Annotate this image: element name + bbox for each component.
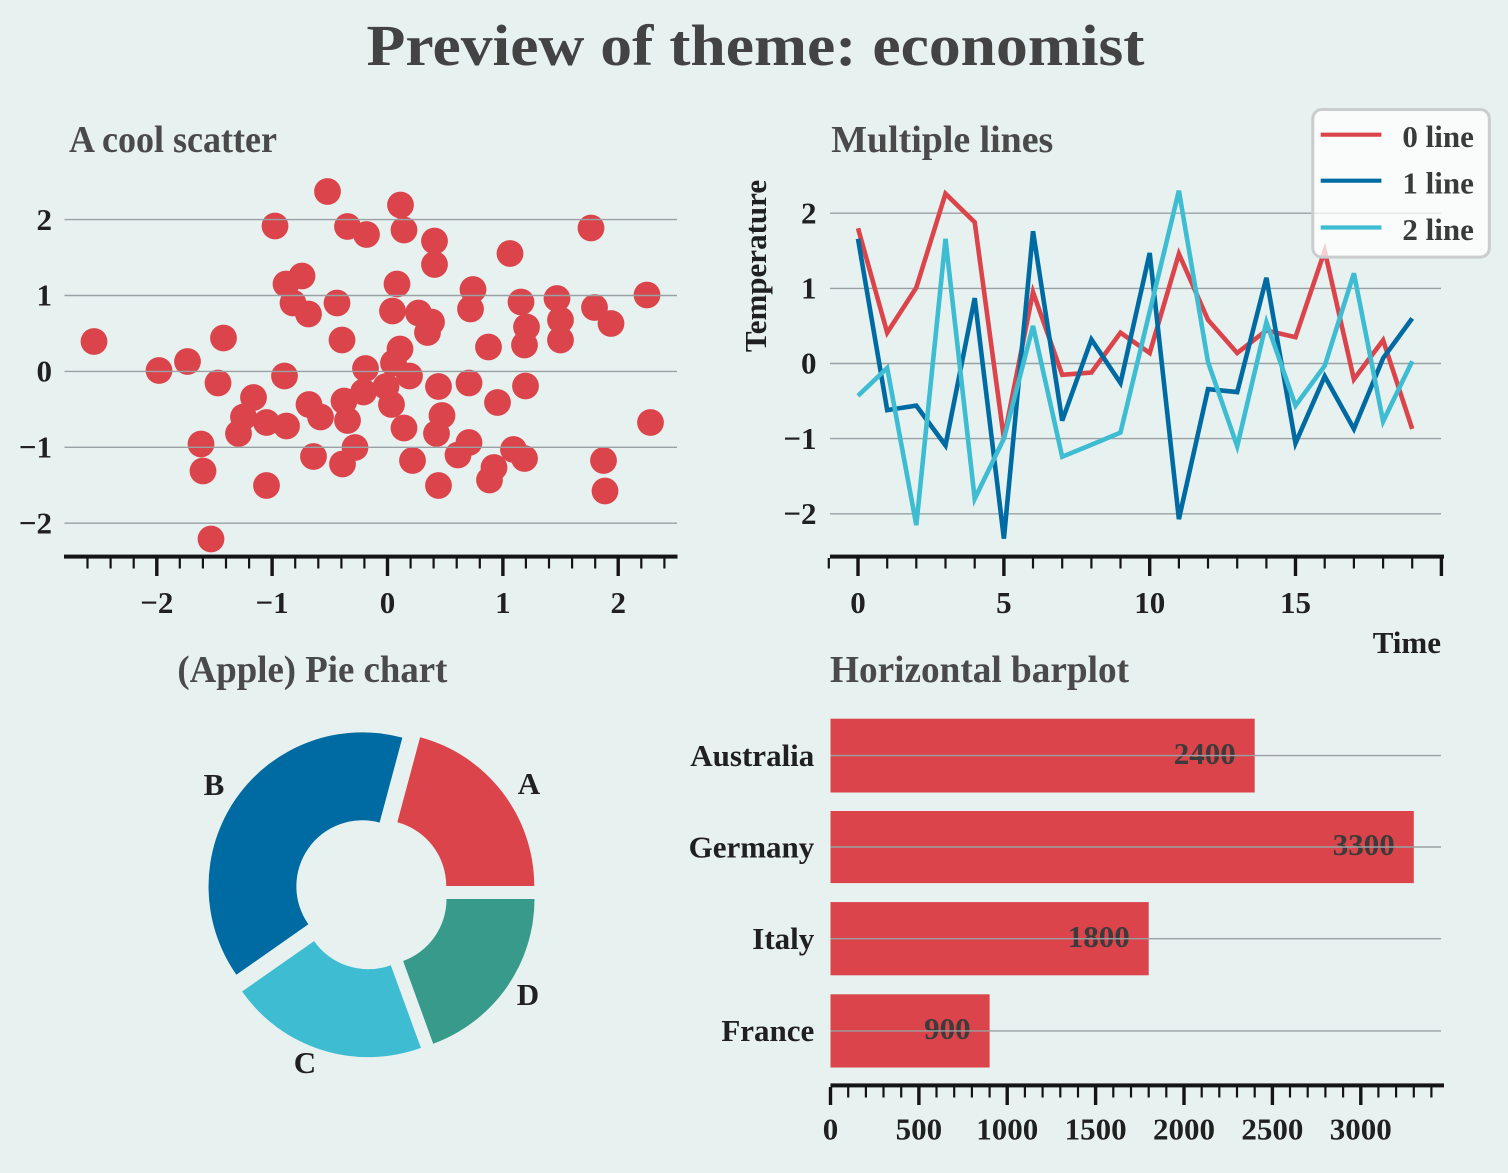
svg-text:2: 2 [37,202,53,237]
svg-text:0: 0 [380,585,396,620]
svg-text:2 line: 2 line [1402,212,1473,247]
svg-text:Temperature: Temperature [738,180,773,352]
svg-text:−2: −2 [783,496,816,531]
svg-text:900: 900 [924,1011,971,1046]
svg-text:−2: −2 [19,505,52,540]
svg-text:2000: 2000 [1153,1111,1215,1146]
svg-text:1: 1 [495,585,511,620]
svg-text:0: 0 [801,346,817,381]
svg-text:D: D [517,977,539,1012]
svg-text:0: 0 [823,1111,839,1146]
svg-text:−1: −1 [256,585,289,620]
svg-text:1: 1 [801,271,817,306]
svg-text:1 line: 1 line [1402,165,1473,200]
svg-text:2400: 2400 [1174,736,1236,771]
svg-text:0: 0 [850,585,866,620]
svg-text:5: 5 [996,585,1012,620]
svg-text:3000: 3000 [1330,1111,1392,1146]
svg-text:1500: 1500 [1065,1111,1127,1146]
svg-text:Horizontal barplot: Horizontal barplot [830,649,1129,691]
svg-text:1800: 1800 [1068,919,1130,954]
svg-text:−1: −1 [783,421,816,456]
svg-text:B: B [204,767,225,802]
svg-text:C: C [294,1045,316,1080]
svg-text:(Apple) Pie chart: (Apple) Pie chart [177,649,447,691]
svg-text:−1: −1 [19,430,52,465]
svg-text:Preview of theme: economist: Preview of theme: economist [367,13,1146,78]
svg-text:0 line: 0 line [1402,119,1473,154]
svg-text:500: 500 [896,1111,943,1146]
svg-text:Time: Time [1373,625,1441,660]
svg-text:A cool scatter: A cool scatter [69,119,277,161]
svg-text:Italy: Italy [752,921,815,956]
svg-text:France: France [721,1013,814,1048]
svg-text:1: 1 [37,278,53,313]
svg-text:A: A [518,766,541,801]
svg-text:1000: 1000 [976,1111,1038,1146]
svg-text:Germany: Germany [689,829,815,864]
svg-text:2500: 2500 [1241,1111,1303,1146]
svg-text:10: 10 [1134,585,1165,620]
svg-text:−2: −2 [140,585,173,620]
svg-text:2: 2 [610,585,626,620]
svg-text:3300: 3300 [1333,827,1395,862]
svg-text:0: 0 [37,354,53,389]
svg-text:Multiple lines: Multiple lines [831,119,1053,161]
svg-text:Australia: Australia [690,738,815,773]
svg-text:15: 15 [1280,585,1311,620]
svg-text:2: 2 [801,195,817,230]
